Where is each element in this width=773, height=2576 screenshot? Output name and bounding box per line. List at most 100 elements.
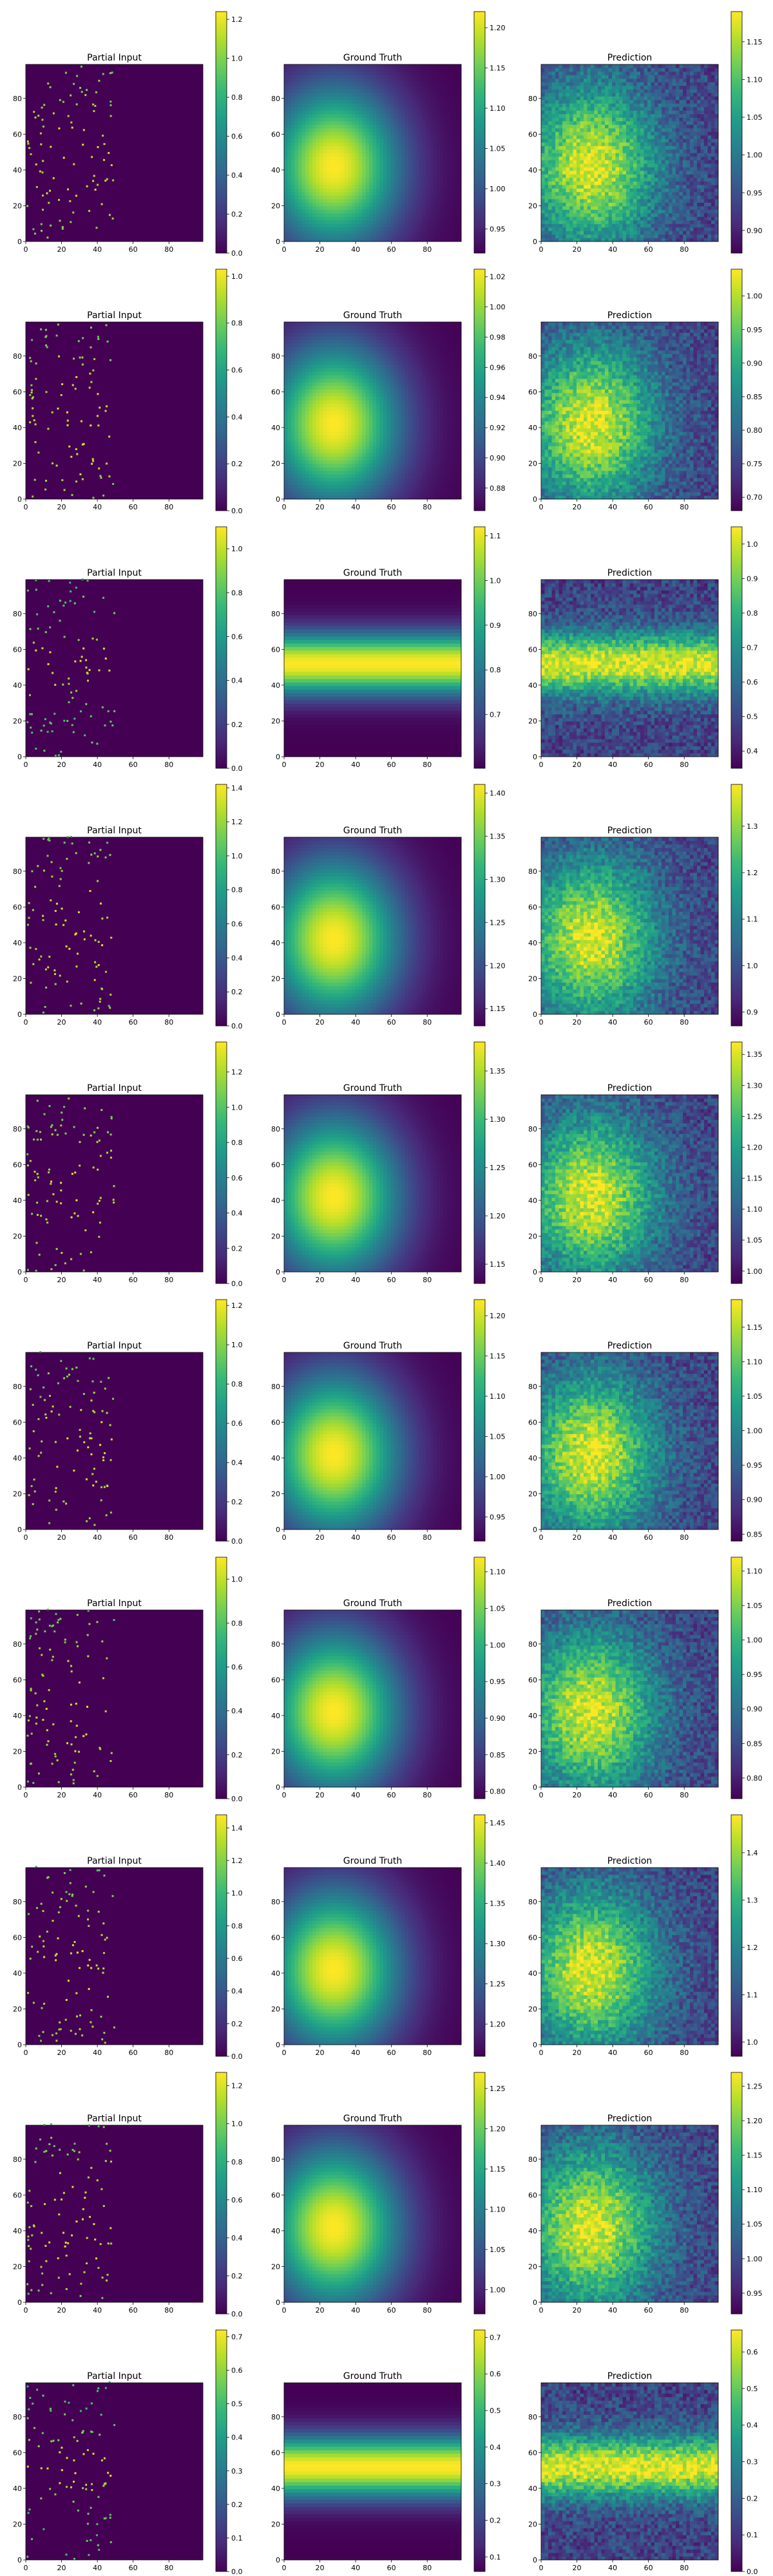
heatmap-cell bbox=[323, 234, 327, 238]
heatmap-cell bbox=[458, 206, 462, 210]
heatmap-cell bbox=[312, 189, 316, 193]
heatmap-cell bbox=[341, 206, 345, 210]
heatmap-cell bbox=[330, 135, 334, 139]
heatmap-cell bbox=[397, 135, 401, 139]
heatmap-cell bbox=[302, 203, 306, 207]
heatmap-cell bbox=[376, 189, 380, 193]
heatmap-cell bbox=[387, 118, 391, 122]
heatmap-cell bbox=[415, 146, 419, 150]
heatmap-cell bbox=[394, 121, 398, 125]
heatmap-cell bbox=[334, 160, 338, 164]
heatmap-cell bbox=[394, 100, 398, 104]
heatmap-cell bbox=[341, 189, 345, 193]
heatmap-cell bbox=[437, 171, 441, 175]
heatmap-cell bbox=[405, 142, 408, 146]
heatmap-cell bbox=[298, 203, 302, 207]
heatmap-cell bbox=[380, 114, 384, 118]
heatmap-cell bbox=[291, 100, 295, 104]
heatmap-cell bbox=[323, 114, 327, 118]
heatmap-cell bbox=[458, 185, 462, 189]
heatmap-cell bbox=[320, 203, 323, 207]
heatmap-cell bbox=[288, 153, 292, 157]
heatmap-cell bbox=[415, 185, 419, 189]
colorbar-tick-label: 0.8 bbox=[231, 93, 243, 102]
heatmap-cell bbox=[454, 164, 458, 167]
heatmap-cell bbox=[352, 175, 356, 178]
heatmap-cell bbox=[430, 227, 434, 231]
heatmap-cell bbox=[366, 231, 370, 235]
heatmap-cell bbox=[305, 227, 309, 231]
heatmap-cell bbox=[440, 100, 444, 104]
heatmap-cell bbox=[305, 100, 309, 104]
heatmap-cell bbox=[440, 234, 444, 238]
heatmap-cell bbox=[341, 135, 345, 139]
heatmap-cell bbox=[366, 210, 370, 214]
heatmap-cell bbox=[345, 227, 348, 231]
heatmap-cell bbox=[387, 114, 391, 118]
heatmap-cell bbox=[451, 213, 455, 217]
heatmap-cell bbox=[320, 160, 323, 164]
heatmap-cell bbox=[394, 160, 398, 164]
heatmap-cell bbox=[366, 142, 370, 146]
heatmap-cell bbox=[348, 178, 352, 182]
heatmap-cell bbox=[423, 213, 426, 217]
heatmap-cell bbox=[401, 206, 405, 210]
heatmap-cell bbox=[323, 142, 327, 146]
heatmap-cell bbox=[369, 220, 373, 224]
heatmap-cell bbox=[430, 111, 434, 115]
heatmap-cell bbox=[458, 175, 462, 178]
heatmap-cell bbox=[458, 220, 462, 224]
heatmap-cell bbox=[419, 210, 423, 214]
heatmap-cell bbox=[376, 185, 380, 189]
heatmap-cell bbox=[355, 100, 359, 104]
heatmap-cell bbox=[316, 182, 320, 185]
heatmap-cell bbox=[284, 217, 288, 221]
sample-point bbox=[53, 177, 55, 179]
heatmap-cell bbox=[412, 146, 415, 150]
heatmap-cell bbox=[305, 175, 309, 178]
heatmap-cell bbox=[440, 149, 444, 153]
heatmap-cell bbox=[320, 238, 323, 242]
heatmap-cell bbox=[323, 118, 327, 122]
heatmap-cell bbox=[302, 132, 306, 136]
heatmap-cell bbox=[320, 153, 323, 157]
heatmap-cell bbox=[362, 100, 366, 104]
heatmap-cell bbox=[426, 213, 430, 217]
heatmap-cell bbox=[458, 167, 462, 171]
heatmap-cell bbox=[334, 142, 338, 146]
heatmap-cell bbox=[405, 149, 408, 153]
heatmap-cell bbox=[454, 114, 458, 118]
heatmap-cell bbox=[405, 203, 408, 207]
heatmap-cell bbox=[412, 203, 415, 207]
sample-point bbox=[95, 91, 97, 93]
heatmap-cell bbox=[447, 220, 451, 224]
heatmap-cell bbox=[341, 213, 345, 217]
heatmap-cell bbox=[401, 135, 405, 139]
heatmap-cell bbox=[327, 224, 330, 228]
heatmap-cell bbox=[345, 128, 348, 132]
heatmap-cell bbox=[338, 185, 341, 189]
heatmap-cell bbox=[412, 111, 415, 115]
heatmap-cell bbox=[334, 238, 338, 242]
heatmap-cell bbox=[366, 111, 370, 115]
heatmap-cell bbox=[454, 178, 458, 182]
heatmap-cell bbox=[458, 128, 462, 132]
heatmap-cell bbox=[334, 171, 338, 175]
heatmap-cell bbox=[330, 121, 334, 125]
heatmap-image bbox=[284, 64, 461, 242]
heatmap-cell bbox=[451, 206, 455, 210]
heatmap-cell bbox=[362, 238, 366, 242]
heatmap-cell bbox=[341, 146, 345, 150]
y-tick-label: 20 bbox=[13, 202, 22, 210]
heatmap-cell bbox=[366, 146, 370, 150]
heatmap-cell bbox=[437, 192, 441, 196]
heatmap-cell bbox=[302, 199, 306, 203]
sample-point bbox=[42, 171, 44, 173]
heatmap-cell bbox=[345, 224, 348, 228]
heatmap-cell bbox=[430, 213, 434, 217]
heatmap-cell bbox=[376, 104, 380, 108]
heatmap-cell bbox=[338, 160, 341, 164]
heatmap-cell bbox=[359, 128, 363, 132]
heatmap-cell bbox=[327, 171, 330, 175]
heatmap-cell bbox=[433, 192, 437, 196]
